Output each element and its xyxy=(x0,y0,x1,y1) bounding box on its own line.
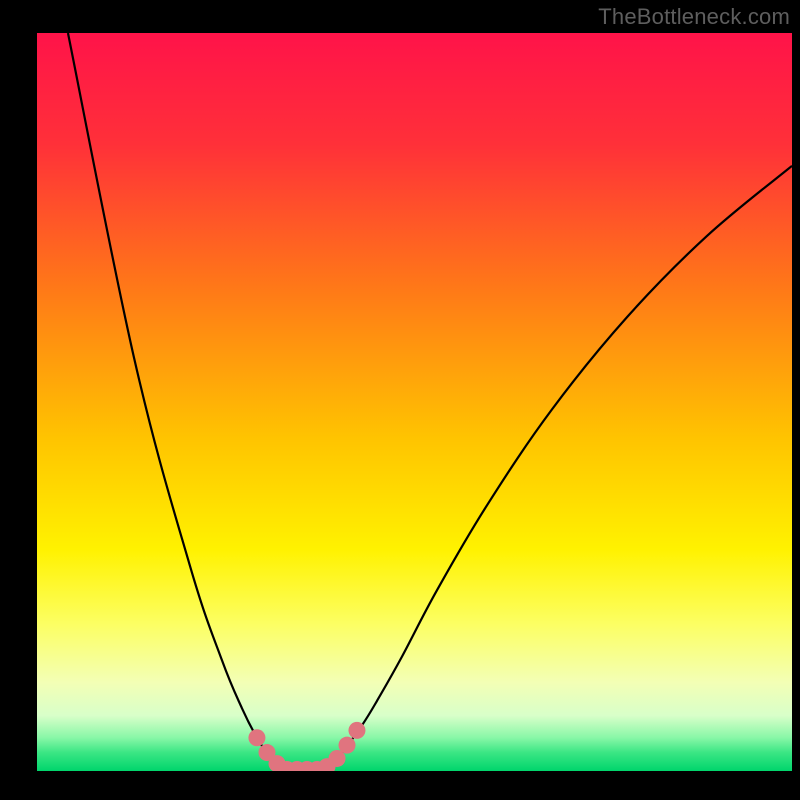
curve-left-branch xyxy=(68,33,287,770)
marker-point xyxy=(339,737,356,754)
curve-right-branch xyxy=(322,166,792,770)
marker-point xyxy=(248,729,265,746)
marker-point xyxy=(348,722,365,739)
chart-svg xyxy=(37,33,792,771)
watermark-text: TheBottleneck.com xyxy=(598,4,790,30)
chart-plot-area xyxy=(37,33,792,771)
